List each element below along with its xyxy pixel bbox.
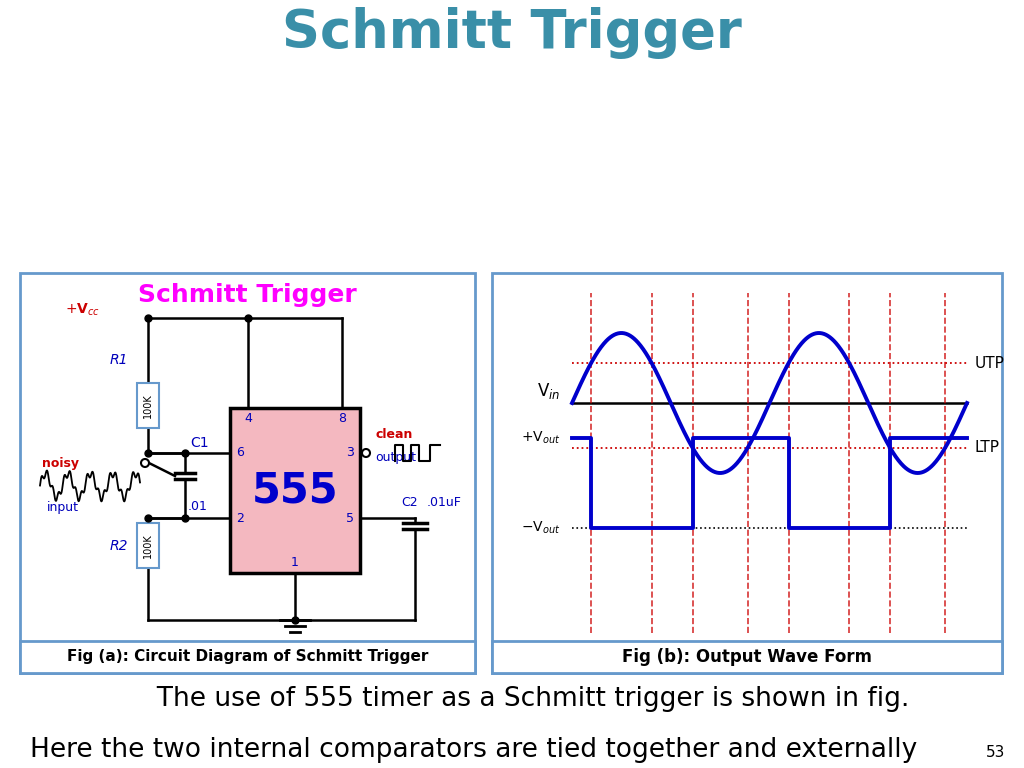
Text: LTP: LTP <box>975 441 1000 455</box>
Text: C2: C2 <box>401 496 419 509</box>
Text: Here the two internal comparators are tied together and externally: Here the two internal comparators are ti… <box>30 737 918 763</box>
Text: 6: 6 <box>237 446 244 459</box>
Text: 5: 5 <box>346 511 354 525</box>
Text: UTP: UTP <box>975 356 1005 370</box>
Text: .01uF: .01uF <box>427 496 462 509</box>
Text: 2: 2 <box>237 511 244 525</box>
Text: V$_{in}$: V$_{in}$ <box>537 381 560 401</box>
Text: $+$V$_{out}$: $+$V$_{out}$ <box>520 430 560 446</box>
Text: The use of 555 timer as a Schmitt trigger is shown in fig.: The use of 555 timer as a Schmitt trigge… <box>115 686 909 712</box>
Text: Schmitt Trigger: Schmitt Trigger <box>283 7 741 59</box>
Text: 1: 1 <box>291 557 299 570</box>
Text: input: input <box>47 501 79 514</box>
Text: R1: R1 <box>110 353 128 368</box>
Text: $+$V$_{cc}$: $+$V$_{cc}$ <box>65 302 100 318</box>
Text: output: output <box>375 452 416 465</box>
Text: 4: 4 <box>244 412 252 425</box>
Bar <box>492 641 1002 673</box>
Circle shape <box>362 449 370 457</box>
Text: C1: C1 <box>190 436 209 450</box>
Text: 53: 53 <box>986 745 1005 760</box>
Text: .01: .01 <box>188 499 208 512</box>
Bar <box>20 641 475 673</box>
Text: noisy: noisy <box>42 457 79 470</box>
Text: 3: 3 <box>346 446 354 459</box>
Bar <box>137 523 159 568</box>
Text: Schmitt Trigger: Schmitt Trigger <box>138 283 357 307</box>
Circle shape <box>141 459 150 467</box>
Bar <box>20 273 475 673</box>
Text: Fig (b): Output Wave Form: Fig (b): Output Wave Form <box>622 648 872 666</box>
Text: 555: 555 <box>252 469 338 511</box>
Text: $-$V$_{out}$: $-$V$_{out}$ <box>520 520 560 536</box>
Text: R2: R2 <box>110 539 128 553</box>
Text: 100K: 100K <box>143 534 153 558</box>
Bar <box>492 273 1002 673</box>
Text: Fig (a): Circuit Diagram of Schmitt Trigger: Fig (a): Circuit Diagram of Schmitt Trig… <box>67 650 428 664</box>
Text: 8: 8 <box>338 412 346 425</box>
Text: clean: clean <box>375 429 413 442</box>
Bar <box>137 383 159 428</box>
Bar <box>230 408 360 573</box>
Text: 100K: 100K <box>143 394 153 419</box>
